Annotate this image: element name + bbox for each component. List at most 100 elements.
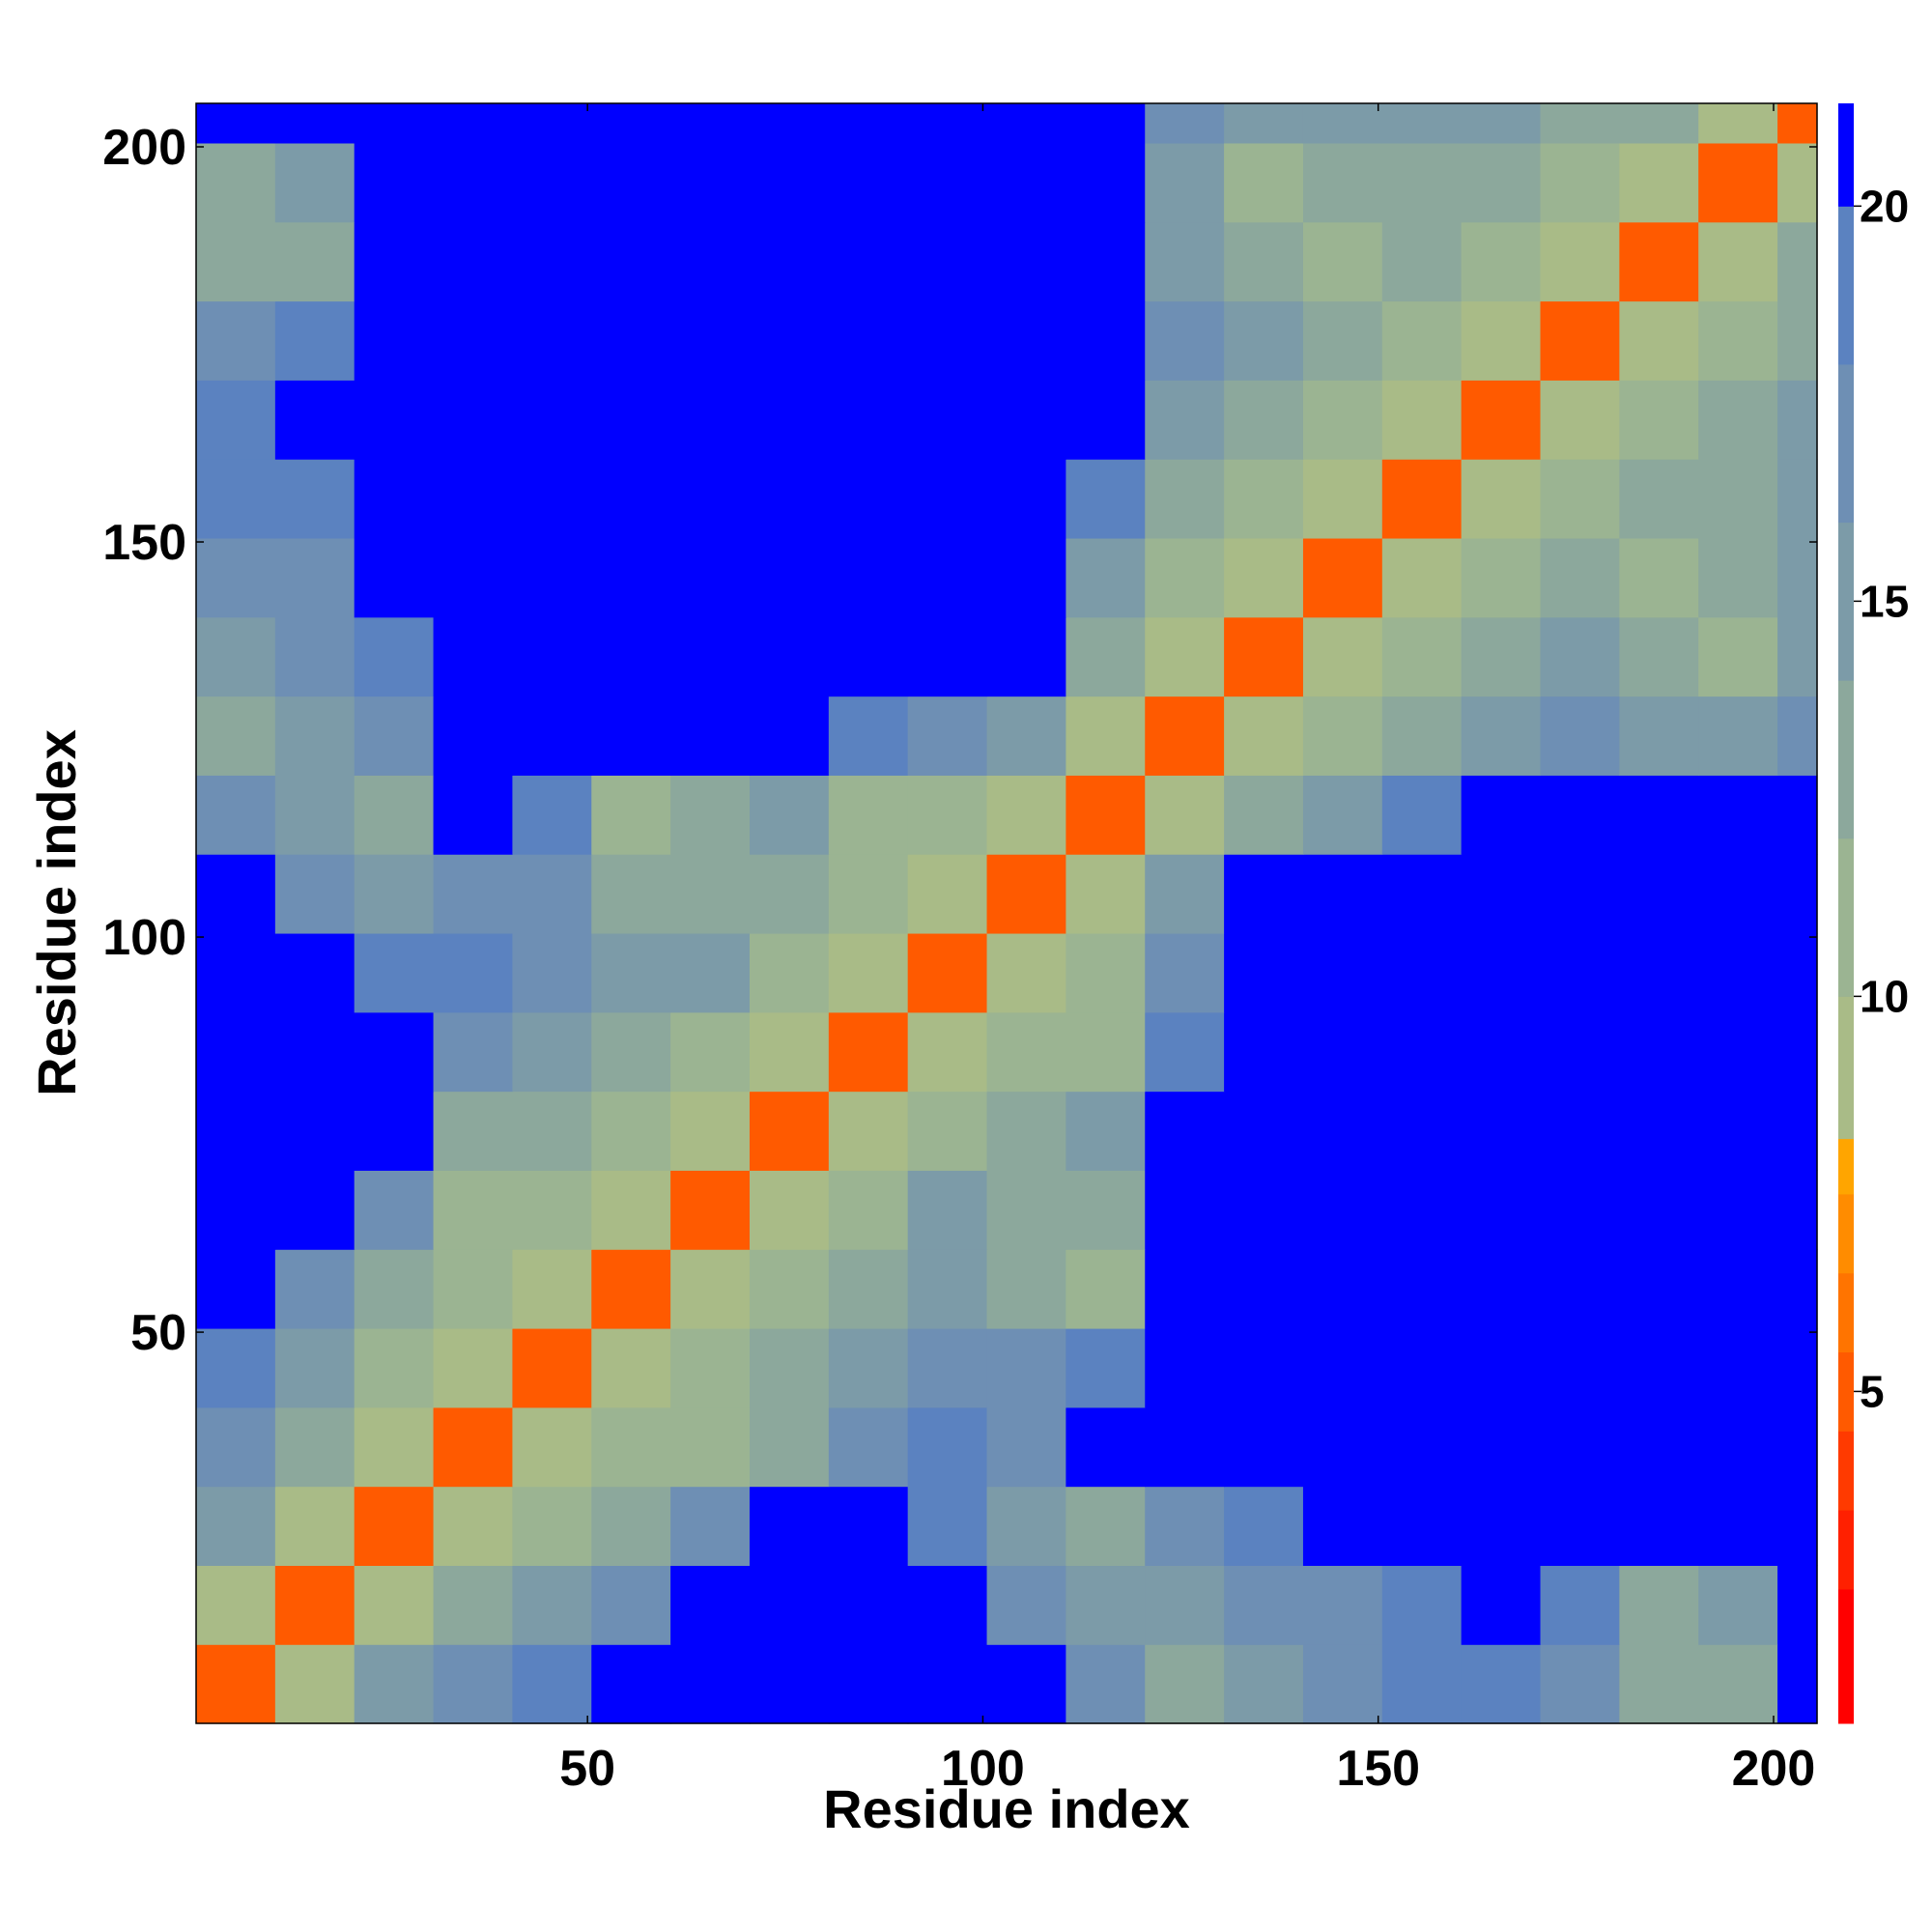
heatmap-cell: [907, 459, 988, 539]
heatmap-cell: [591, 300, 671, 381]
heatmap-cell: [907, 696, 988, 776]
heatmap-cell: [1145, 1565, 1225, 1645]
heatmap-cell: [196, 775, 276, 855]
heatmap-cell: [1381, 221, 1463, 302]
heatmap-cell: [1619, 854, 1699, 934]
heatmap-cell: [670, 1249, 751, 1329]
heatmap-cell: [1065, 1565, 1146, 1645]
heatmap-cell: [196, 537, 276, 618]
x-tick-label: 50: [559, 1741, 615, 1797]
heatmap-cell: [1619, 616, 1699, 697]
heatmap-cell: [1302, 1327, 1383, 1408]
heatmap-cell: [1619, 932, 1699, 1013]
heatmap-cell: [591, 854, 671, 934]
heatmap-cell: [749, 380, 830, 460]
heatmap-cell: [1065, 1091, 1146, 1171]
heatmap-cell: [1619, 1249, 1699, 1329]
heatmap-cell: [433, 537, 514, 618]
heatmap-cell: [1065, 1170, 1146, 1250]
heatmap-cell: [196, 854, 276, 934]
heatmap-cell: [828, 221, 909, 302]
heatmap-cell: [274, 1486, 355, 1566]
y-tick-label: 200: [102, 120, 186, 176]
heatmap-cell: [512, 1327, 592, 1408]
heatmap-cell: [1145, 1170, 1225, 1250]
heatmap-cell: [1381, 1011, 1463, 1093]
heatmap-cell: [907, 537, 988, 618]
heatmap-cell: [1302, 1011, 1383, 1093]
heatmap-cell: [1145, 854, 1225, 934]
heatmap-cell: [749, 459, 830, 539]
heatmap-cell: [986, 616, 1066, 697]
heatmap-cell: [1698, 1170, 1778, 1250]
colorbar-band: [1838, 1193, 1854, 1274]
heatmap-cell: [670, 696, 751, 776]
heatmap-cell: [1224, 696, 1304, 776]
heatmap-cell: [591, 932, 671, 1013]
heatmap-cell: [512, 103, 592, 144]
heatmap-cell: [591, 696, 671, 776]
heatmap-cell: [907, 1327, 988, 1408]
heatmap-cell: [986, 537, 1066, 618]
heatmap-cell: [196, 459, 276, 539]
heatmap-cell: [1540, 103, 1620, 144]
heatmap-cell: [907, 1486, 988, 1566]
heatmap-cell: [274, 854, 355, 934]
heatmap-cell: [1619, 1486, 1699, 1566]
heatmap-cell: [1461, 1327, 1542, 1408]
heatmap-cell: [670, 932, 751, 1013]
heatmap-cell: [828, 932, 909, 1013]
heatmap-cell: [196, 696, 276, 776]
heatmap-cell: [1302, 459, 1383, 539]
heatmap-cell: [1777, 1406, 1818, 1488]
heatmap-cell: [749, 854, 830, 934]
heatmap-cell: [828, 1249, 909, 1329]
heatmap-cell: [670, 854, 751, 934]
heatmap-cell: [1540, 1091, 1620, 1171]
y-tick-label: 150: [102, 515, 186, 571]
heatmap-cell: [512, 1644, 592, 1724]
heatmap-cell: [1145, 1249, 1225, 1329]
heatmap-cell: [986, 932, 1066, 1013]
heatmap-cell: [433, 1406, 514, 1488]
heatmap-cell: [1698, 854, 1778, 934]
heatmap-cell: [986, 1486, 1066, 1566]
heatmap-cell: [907, 380, 988, 460]
heatmap-cell: [1065, 103, 1146, 144]
heatmap-cell: [354, 1091, 435, 1171]
heatmap-cell: [1302, 103, 1383, 144]
heatmap-cell: [1302, 775, 1383, 855]
heatmap-cell: [670, 221, 751, 302]
heatmap-cell: [354, 1249, 435, 1329]
heatmap-cell: [1224, 1091, 1304, 1171]
heatmap-cell: [354, 696, 435, 776]
heatmap-cell: [1381, 1091, 1463, 1171]
heatmap-cell: [433, 616, 514, 697]
heatmap-cell: [1698, 1327, 1778, 1408]
heatmap-cell: [1224, 775, 1304, 855]
heatmap-cell: [354, 1327, 435, 1408]
heatmap-cell: [749, 616, 830, 697]
heatmap-cell: [274, 380, 355, 460]
heatmap-cell: [512, 696, 592, 776]
heatmap-cell: [1065, 221, 1146, 302]
heatmap-cell: [1619, 1011, 1699, 1093]
heatmap-cell: [1540, 1565, 1620, 1645]
heatmap-cell: [354, 380, 435, 460]
heatmap-cell: [986, 854, 1066, 934]
heatmap-cell: [1619, 300, 1699, 381]
heatmap-cell: [1777, 854, 1818, 934]
heatmap-cell: [1619, 775, 1699, 855]
heatmap-cell: [591, 380, 671, 460]
heatmap-cell: [433, 459, 514, 539]
heatmap-cell: [591, 1011, 671, 1093]
heatmap-cell: [1540, 221, 1620, 302]
colorbar-tick-label: 20: [1860, 181, 1909, 231]
colorbar-band: [1838, 363, 1854, 524]
heatmap-cell: [1302, 1249, 1383, 1329]
heatmap-cell: [1777, 459, 1818, 539]
heatmap-cell: [274, 616, 355, 697]
colorbar-tick-label: 10: [1860, 971, 1909, 1021]
heatmap-cell: [433, 775, 514, 855]
heatmap-cell: [828, 459, 909, 539]
